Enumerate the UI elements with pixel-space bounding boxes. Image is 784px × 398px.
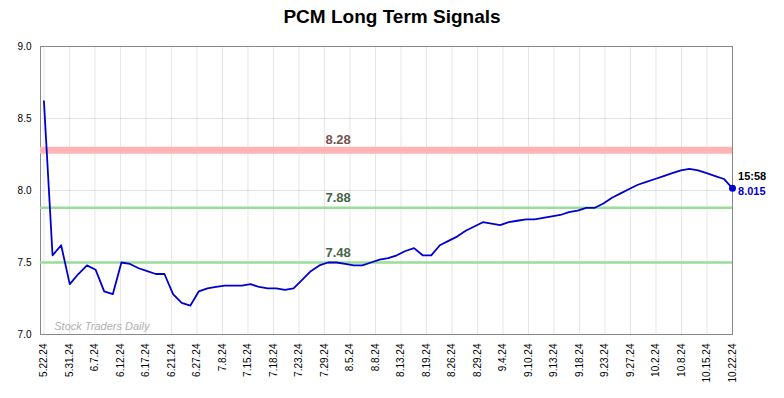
svg-text:8.5: 8.5 [18, 113, 32, 124]
svg-text:7.8.24: 7.8.24 [217, 343, 228, 371]
svg-text:9.0: 9.0 [18, 41, 32, 52]
svg-text:6.27.24: 6.27.24 [191, 343, 202, 377]
svg-text:7.0: 7.0 [18, 329, 32, 340]
svg-text:8.13.24: 8.13.24 [395, 343, 406, 377]
svg-text:7.15.24: 7.15.24 [242, 343, 253, 377]
svg-text:9.23.24: 9.23.24 [599, 343, 610, 377]
svg-text:10.2.24: 10.2.24 [650, 343, 661, 377]
svg-text:6.7.24: 6.7.24 [89, 343, 100, 371]
svg-text:7.5: 7.5 [18, 257, 32, 268]
svg-text:8.26.24: 8.26.24 [446, 343, 457, 377]
svg-text:7.23.24: 7.23.24 [293, 343, 304, 377]
svg-text:8.0: 8.0 [18, 185, 32, 196]
svg-text:5.31.24: 5.31.24 [64, 343, 75, 377]
svg-text:9.10.24: 9.10.24 [523, 343, 534, 377]
svg-text:8.29.24: 8.29.24 [472, 343, 483, 377]
svg-text:8.19.24: 8.19.24 [421, 343, 432, 377]
svg-text:7.29.24: 7.29.24 [319, 343, 330, 377]
svg-text:9.27.24: 9.27.24 [625, 343, 636, 377]
svg-text:Stock Traders Daily: Stock Traders Daily [54, 320, 151, 332]
svg-text:8.5.24: 8.5.24 [344, 343, 355, 371]
svg-text:9.18.24: 9.18.24 [574, 343, 585, 377]
svg-text:10.8.24: 10.8.24 [676, 343, 687, 377]
svg-text:7.88: 7.88 [325, 190, 350, 205]
svg-text:9.4.24: 9.4.24 [497, 343, 508, 371]
svg-text:6.21.24: 6.21.24 [166, 343, 177, 377]
svg-text:7.18.24: 7.18.24 [268, 343, 279, 377]
svg-text:8.28: 8.28 [325, 132, 350, 147]
html-text:PCM Long Term Signals: PCM Long Term Signals [283, 6, 501, 27]
svg-text:10.22.24: 10.22.24 [727, 343, 738, 382]
svg-text:6.12.24: 6.12.24 [115, 343, 126, 377]
svg-text:15:58: 15:58 [738, 170, 766, 182]
svg-text:9.13.24: 9.13.24 [548, 343, 559, 377]
svg-text:6.17.24: 6.17.24 [140, 343, 151, 377]
svg-text:5.22.24: 5.22.24 [38, 343, 49, 377]
svg-text:7.48: 7.48 [325, 245, 350, 260]
svg-text:8.8.24: 8.8.24 [370, 343, 381, 371]
svg-text:8.015: 8.015 [738, 185, 766, 197]
svg-text:10.15.24: 10.15.24 [701, 343, 712, 382]
